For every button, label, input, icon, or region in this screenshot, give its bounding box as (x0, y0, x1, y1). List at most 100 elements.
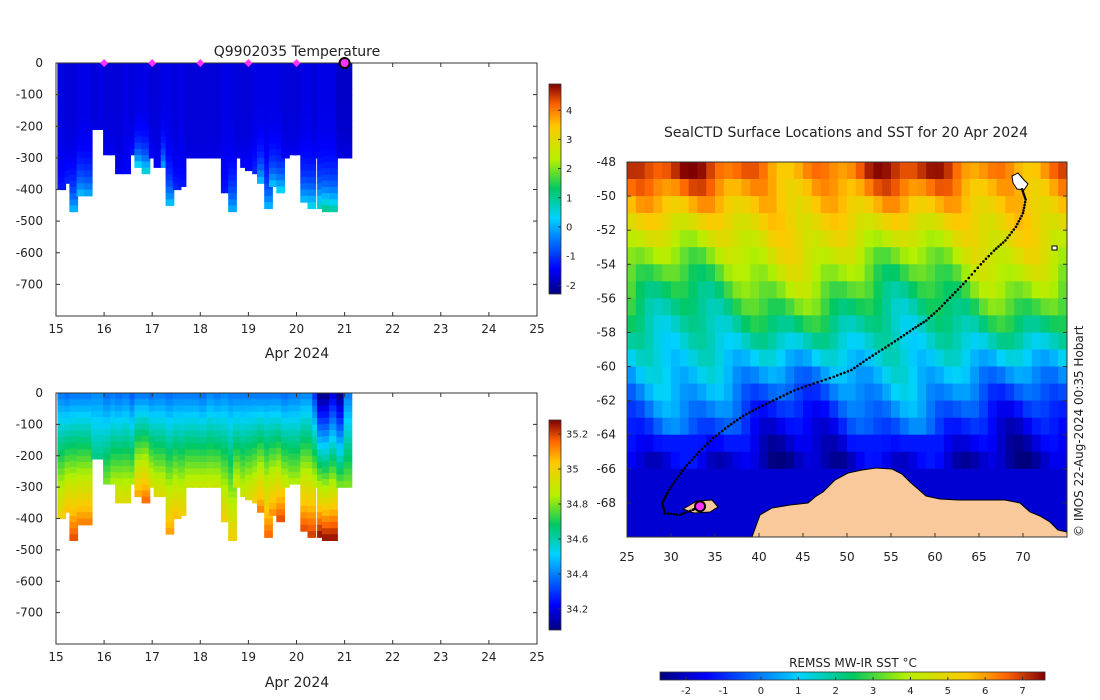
profile-cell (281, 69, 290, 77)
profile-cell (129, 429, 139, 437)
profile-cell (199, 138, 208, 146)
track-point (778, 395, 782, 399)
profile-cell (199, 100, 208, 108)
profile-cell (322, 81, 331, 89)
profile-cell (141, 417, 151, 425)
profile-cell (141, 405, 151, 412)
sst-map-panel: SealCTD Surface Locations and SST for 20… (596, 125, 1086, 697)
track-point (953, 290, 957, 294)
sst-cell (759, 247, 769, 265)
profile-cell (307, 505, 317, 513)
colorbar-tick-label: 2 (832, 686, 838, 697)
sst-cell (847, 230, 857, 248)
profile-cell (69, 405, 79, 412)
profile-cell (69, 417, 79, 425)
profile-cell (300, 493, 309, 501)
profile-cell (199, 480, 208, 488)
profile-cell (199, 393, 208, 400)
sst-cell (864, 315, 874, 333)
sst-cell (970, 213, 980, 231)
profile-cell (233, 138, 242, 146)
profile-cell (122, 460, 131, 467)
profile-cell (83, 107, 93, 115)
profile-cell (148, 436, 158, 444)
sst-cell (926, 400, 936, 419)
sst-cell (891, 366, 901, 385)
profile-cell (69, 100, 79, 107)
sst-cell (847, 298, 857, 316)
sst-cell (873, 383, 883, 402)
sst-cell (750, 196, 760, 214)
profile-cell (165, 131, 175, 138)
profile-cell (192, 393, 201, 400)
sst-cell (908, 264, 918, 282)
profile-cell (172, 63, 182, 70)
profile-cell (141, 393, 151, 400)
profile-cell (252, 118, 261, 125)
profile-cell (69, 534, 79, 541)
profile-cell (245, 399, 254, 407)
profile-cell (233, 468, 242, 476)
sst-cell (926, 366, 936, 385)
sst-cell (671, 468, 681, 487)
sst-cell (829, 298, 839, 316)
profile-cell (141, 81, 151, 89)
sst-cell (732, 383, 742, 402)
profile-cell (329, 75, 338, 83)
profile-cell (220, 405, 230, 412)
sst-cell (1023, 349, 1033, 368)
track-point (666, 512, 670, 515)
profile-cell (220, 174, 230, 181)
profile-cell (165, 429, 175, 437)
sst-cell (855, 162, 866, 180)
profile-cell (312, 405, 321, 413)
profile-cell (103, 423, 112, 430)
profile-cell (228, 429, 237, 437)
profile-cell (322, 411, 331, 419)
sst-cell (776, 315, 786, 333)
profile-cell (322, 522, 331, 529)
sst-cell (688, 162, 698, 180)
sst-cell (899, 298, 910, 316)
profile-cell (228, 497, 237, 505)
profile-cell (76, 63, 86, 70)
profile-cell (160, 460, 170, 467)
profile-cell (160, 405, 170, 412)
track-point (675, 513, 679, 516)
sst-cell (1040, 434, 1050, 453)
profile-cell (264, 88, 273, 96)
sst-cell (767, 400, 778, 419)
profile-cell (199, 405, 208, 413)
sst-cell (1005, 434, 1015, 453)
sst-cell (820, 247, 830, 265)
profile-cell (199, 418, 208, 425)
y-tick-label: -400 (16, 183, 43, 197)
sst-cell (653, 349, 663, 368)
sst-cell (917, 213, 927, 231)
profile-cell (148, 411, 158, 419)
sst-cell (697, 434, 707, 453)
profile-cell (172, 113, 182, 121)
profile-cell (206, 132, 216, 140)
sst-cell (627, 196, 637, 214)
sst-cell (838, 383, 848, 402)
track-point (692, 455, 696, 459)
sst-cell (1040, 196, 1050, 214)
profile-cell (122, 167, 131, 175)
profile-cell (83, 176, 93, 184)
sst-cell (803, 434, 813, 453)
profile-cell (172, 157, 182, 165)
profile-cell (103, 417, 112, 424)
sst-cell (891, 196, 901, 214)
profile-cell (69, 131, 79, 138)
profile-cell (300, 119, 309, 127)
sst-cell (776, 247, 786, 265)
sst-cell (1058, 502, 1067, 521)
profile-cell (233, 393, 242, 400)
profile-cell (148, 430, 158, 438)
profile-cell (220, 484, 230, 492)
track-point (927, 316, 931, 320)
track-point (976, 266, 980, 270)
profile-cell (69, 503, 79, 511)
